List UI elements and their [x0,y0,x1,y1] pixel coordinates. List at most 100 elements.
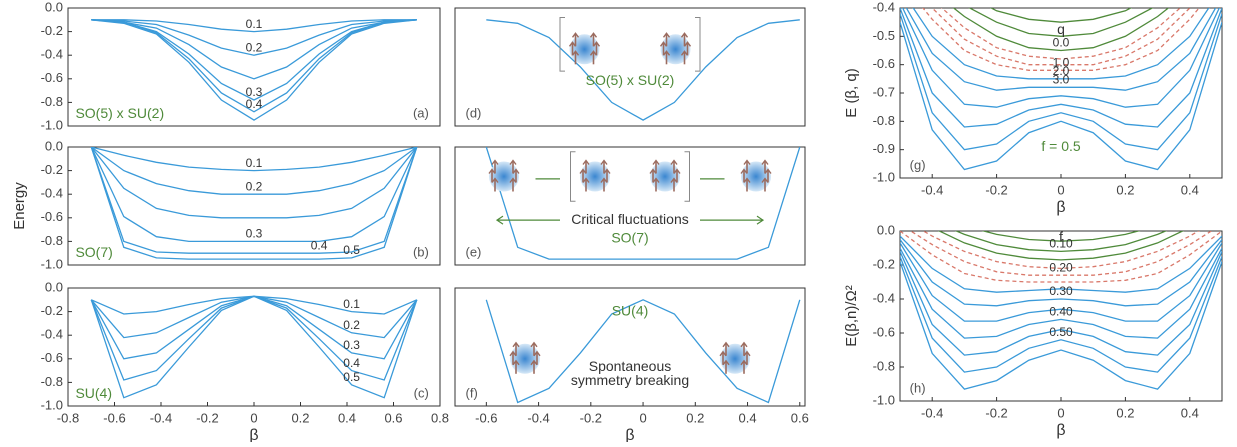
x-tick-label: -0.8 [57,410,79,425]
x-tick-label: -0.2 [985,182,1007,197]
curve [91,19,417,113]
curve [91,19,417,33]
y-tick-label: -1.0 [873,392,895,407]
curve-label: 0.1 [246,156,263,170]
icon-arrowhead [589,50,598,56]
icon-arrowhead [512,168,520,174]
panel-label: (f) [466,386,478,401]
icon-arrowhead [652,177,660,183]
y-axis-label: Energy [11,182,28,230]
y-tick-label: 0.0 [45,138,63,153]
lattice-icon [488,159,520,192]
curve [90,147,418,254]
y-tick-label: -0.5 [873,28,895,43]
y-tick-label: -0.4 [41,186,63,201]
x-tick-label: 0 [1057,405,1064,420]
panel-frame [67,7,441,127]
curve-label: 0.2 [246,40,263,54]
x-tick-label: 0.2 [291,410,309,425]
icon-arrowhead [509,159,517,165]
panel-frame [454,146,806,266]
panel-frame [67,287,441,407]
icon-arrowhead [509,177,517,183]
bracket [570,151,690,202]
curve-label: 0.30 [1049,284,1073,298]
icon-arrowhead [571,32,580,38]
icon-arrowhead [530,359,538,366]
icon-arrowhead [673,168,681,174]
icon-arrowhead [488,168,496,174]
lattice-icon [740,159,772,192]
icon-arrowhead [659,41,668,47]
curve-label: 0.50 [1049,325,1073,339]
curve [485,299,801,404]
icon-blob [569,34,600,65]
curve [900,8,1222,128]
x-tick-label: 0.4 [1181,182,1199,197]
curve [901,8,1221,108]
panel-label: (g) [910,158,926,173]
curve [90,147,418,243]
x-tick-label: 0.8 [431,410,449,425]
y-tick-label: -0.4 [41,47,63,62]
x-tick-label: -0.4 [150,410,172,425]
icon-blob [510,343,540,374]
lattice-icon [649,159,681,192]
icon-arrowhead [491,177,499,183]
y-tick-label: -0.8 [41,233,63,248]
panel-label: (a) [413,106,429,121]
icon-arrowhead [509,350,517,357]
curve [954,231,1168,253]
icon-arrowhead [571,50,580,56]
y-tick-label: -0.8 [873,358,895,373]
x-tick-label: 0.6 [791,410,809,425]
icon-arrowhead [603,168,611,174]
curve [90,147,418,219]
x-axis-label: β [1056,199,1065,216]
curve [905,8,1217,91]
annotation: f = 0.5 [1041,138,1081,154]
curve [952,8,1170,52]
y-tick-label: -0.4 [873,290,895,305]
curve [90,147,418,195]
annotation: Spontaneous [589,358,672,374]
curve [90,147,418,260]
x-tick-label: -0.4 [921,405,943,420]
curve [981,231,1141,242]
icon-arrowhead [740,168,748,174]
icon-arrowhead [740,341,748,348]
y-tick-label: -0.8 [41,94,63,109]
curve [90,295,418,381]
curve-label: 0.4 [311,238,328,252]
curve-label: 0.40 [1049,305,1073,319]
panel-label: (e) [466,245,482,260]
y-tick-label: -0.9 [873,141,895,156]
curve-label: 0.5 [343,370,360,384]
annotation: q [1057,21,1065,37]
annotation: SO(5) x SU(2) [586,72,675,88]
x-tick-label: 0.2 [686,410,704,425]
y-tick-label: -0.6 [873,324,895,339]
curve [485,147,801,260]
curve [91,147,417,172]
icon-arrowhead [680,32,689,38]
panel-label: (c) [414,386,429,401]
curve [900,231,1222,283]
icon-blob [660,34,691,65]
icon-arrowhead [491,159,499,165]
curve [900,235,1222,293]
icon-arrowhead [719,350,727,357]
icon-arrowhead [582,159,590,165]
icon-arrowhead [764,168,772,174]
curve [937,231,1185,261]
x-tick-label: -0.6 [103,410,125,425]
icon-blob [720,343,750,374]
curve [91,295,418,315]
x-tick-label: 0.4 [738,410,756,425]
curve [900,13,1222,151]
icon-arrowhead [743,350,751,357]
y-tick-label: 0.0 [45,0,63,14]
curve [922,231,1200,270]
curve [91,19,417,56]
